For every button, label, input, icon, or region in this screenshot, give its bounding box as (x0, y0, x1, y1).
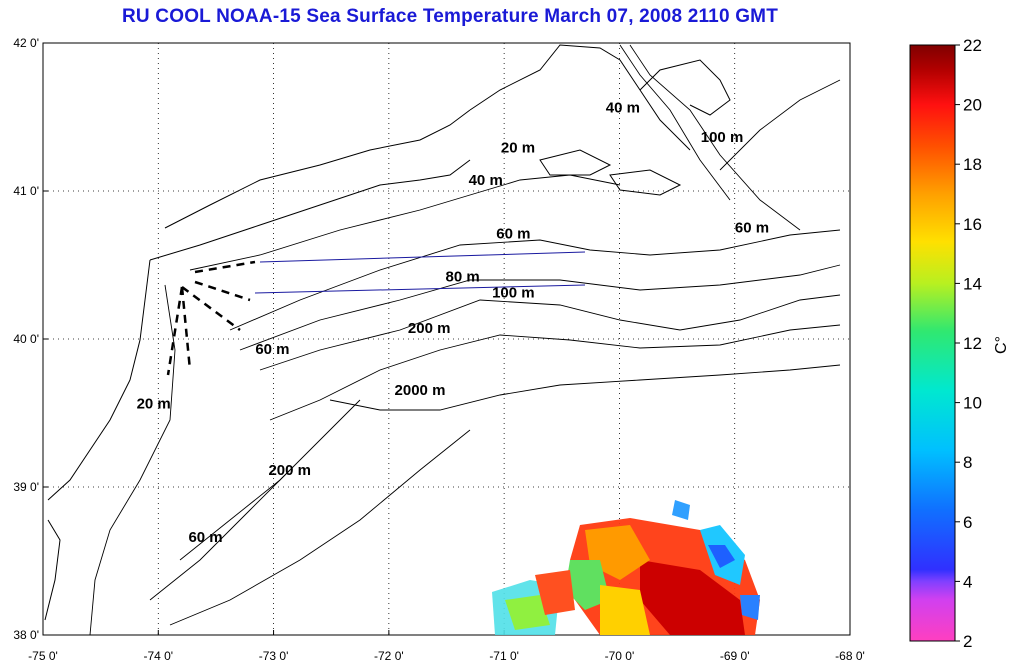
isobath-label: 60 m (496, 225, 530, 242)
lon-tick-label: -74 0' (143, 649, 173, 663)
colorbar-tick-label: 2 (963, 632, 972, 651)
colorbar-tick-label: 18 (963, 155, 982, 174)
isobath-label: 200 m (408, 320, 451, 337)
lon-tick-label: -72 0' (374, 649, 404, 663)
colorbar-ticks: 22 20 18 16 14 12 10 8 6 4 2 (955, 36, 982, 651)
isobath-label: 100 m (492, 285, 535, 302)
colorbar: 22 20 18 16 14 12 10 8 6 4 2 C° (910, 36, 1010, 651)
isobath-label: 2000 m (395, 382, 446, 399)
isobath-label: 60 m (188, 529, 222, 546)
isobath-label: 60 m (735, 219, 769, 236)
isobath-label: 100 m (701, 129, 744, 146)
colorbar-tick-label: 20 (963, 96, 982, 115)
lat-tick-label: 38 0' (13, 628, 39, 642)
colorbar-tick-label: 22 (963, 36, 982, 55)
colorbar-gradient (910, 45, 955, 641)
lon-tick-label: -71 0' (489, 649, 519, 663)
lon-tick-label: -70 0' (605, 649, 635, 663)
colorbar-tick-label: 4 (963, 572, 972, 591)
lon-tick-label: -69 0' (720, 649, 750, 663)
isobath-label: 20 m (501, 140, 535, 157)
isobath-label: 80 m (446, 268, 480, 285)
lon-tick-label: -75 0' (28, 649, 58, 663)
colorbar-tick-label: 10 (963, 394, 982, 413)
isobath-label: 40 m (469, 172, 503, 189)
isobath-label: 20 m (137, 396, 171, 413)
lat-tick-label: 39 0' (13, 480, 39, 494)
colorbar-unit-label: C° (993, 336, 1010, 354)
colorbar-tick-label: 6 (963, 513, 972, 532)
colorbar-tick-label: 14 (963, 274, 982, 293)
lon-tick-label: -73 0' (259, 649, 289, 663)
lat-tick-label: 42 0' (13, 36, 39, 50)
isobath-label: 200 m (268, 462, 311, 479)
isobath-label: 60 m (255, 341, 289, 358)
colorbar-tick-label: 8 (963, 453, 972, 472)
lat-tick-label: 40 0' (13, 332, 39, 346)
colorbar-tick-label: 12 (963, 334, 982, 353)
lat-tick-label: 41 0' (13, 184, 39, 198)
colorbar-tick-label: 16 (963, 215, 982, 234)
lon-tick-label: -68 0' (835, 649, 865, 663)
isobath-label: 40 m (606, 100, 640, 117)
